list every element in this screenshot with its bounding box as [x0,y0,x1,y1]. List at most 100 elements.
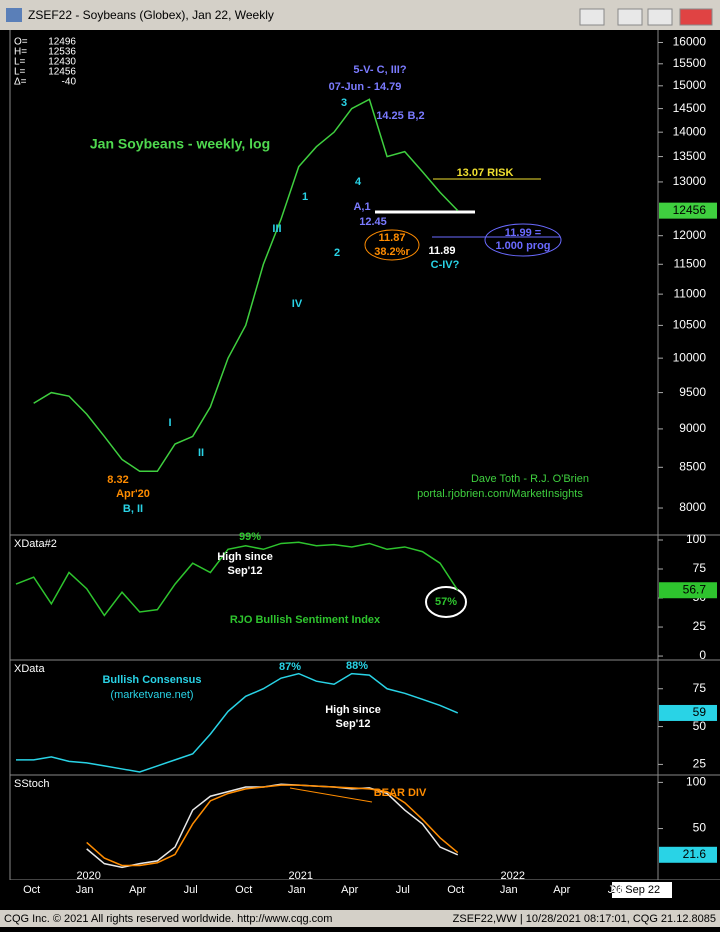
data-line [16,672,459,773]
quote-value: -40 [62,77,77,88]
y-tick-label: 25 [693,619,707,633]
y-tick-label: 0 [699,648,706,662]
x-tick-label: Jan [288,884,306,896]
last-value-label: 12456 [673,203,707,217]
y-tick-label: 9500 [679,385,706,399]
annotation: Apr'20 [116,488,150,500]
minimize-button[interactable] [617,8,643,26]
annotation: II [198,447,204,459]
annotation: portal.rjobrien.com/MarketInsights [417,488,583,500]
x-tick-label: Jan [76,884,94,896]
annotation: 11.89 [429,245,456,257]
annotation: 87% [279,661,301,673]
quote-value: 12496 [48,37,76,48]
y-tick-label: 15500 [673,56,707,70]
annotation: 07-Jun - 14.79 [329,81,402,93]
annotation: 8.32 [107,474,128,486]
app-icon [6,8,22,22]
panel-title: XData#2 [14,538,57,550]
y-tick-label: 16000 [673,35,707,49]
x-tick-label: Apr [129,884,146,896]
last-value-box [659,846,717,863]
annotation: 3 [341,97,347,109]
annotation: 2 [334,247,340,259]
annotation: (marketvane.net) [110,689,193,701]
y-tick-label: 12000 [673,228,707,242]
annotation: High since [217,551,273,563]
annotation: Sep'12 [227,565,262,577]
annotation: Dave Toth - R.J. O'Brien [471,473,589,485]
annotation: IV [292,298,303,310]
quote-label: O= [14,37,28,48]
annotation: 13.07 RISK [457,167,514,179]
x-year-label: 2020 [76,870,100,882]
annotation: 4 [355,176,362,188]
y-tick-label: 50 [693,719,707,733]
annotation: 38.2%r [374,246,410,258]
last-value-box [659,582,717,599]
close-button[interactable] [679,8,713,26]
last-value-box [659,704,717,721]
annotation: III [272,223,281,235]
annotation: Bullish Consensus [102,674,201,686]
status-right: ZSEF22,WW | 10/28/2021 08:17:01, CQG 21.… [453,913,716,925]
last-value-label: 56.7 [683,582,707,596]
annotation: C-IV? [431,259,460,271]
annotation: BEAR DIV [374,787,427,799]
last-value-box [659,202,717,219]
x-tick-label: Oct [235,884,252,896]
quote-value: 12430 [48,57,76,68]
y-tick-label: 25 [693,757,707,771]
annotation: 12.45 [359,216,387,228]
y-tick-label: 11000 [674,286,707,300]
last-value-label: 59 [693,705,707,719]
annotation: 1.000 prog [495,240,550,252]
annotation: B,2 [407,110,424,122]
y-tick-label: 11500 [674,256,707,270]
quote-label: H= [14,47,27,58]
status-bar [0,910,720,927]
x-tick-label: Jan [500,884,518,896]
y-tick-label: 50 [693,821,707,835]
maximize-button[interactable] [647,8,673,26]
x-tick-label: Apr [341,884,358,896]
status-left: CQG Inc. © 2021 All rights reserved worl… [4,913,332,925]
y-tick-label: 8000 [679,500,706,514]
y-tick-label: 15000 [673,78,707,92]
annotation: A,1 [353,201,370,213]
x-year-label: 2021 [288,870,312,882]
x-tick-label: Jul [608,884,622,896]
y-tick-label: 8500 [679,459,706,473]
x-year-label: 2022 [501,870,525,882]
data-line [86,784,459,867]
annotation: 1 [302,191,308,203]
quote-label: L= [14,67,26,78]
divergence-line [289,787,373,803]
y-tick-label: 13000 [673,174,707,188]
annotation: High since [325,704,381,716]
y-tick-label: 10000 [673,350,707,364]
panel-title: SStoch [14,778,49,790]
retrace-ellipse [364,229,420,261]
x-tick-label: Oct [23,884,40,896]
y-tick-label: 10500 [673,318,707,332]
annotation: 99% [239,531,261,543]
link-button[interactable] [579,8,605,26]
panel-title: XData [14,663,45,675]
quote-value: 12456 [48,67,76,78]
annotation: 11.87 [379,232,406,244]
x-axis-strip [0,880,720,910]
y-tick-label: 100 [686,775,706,789]
annotation: 11.99 = [505,227,541,239]
quote-label: Δ= [14,77,27,88]
annotation: RJO Bullish Sentiment Index [230,614,381,626]
annotation: B, II [123,503,143,515]
annotation: 14.25 [376,110,404,122]
y-tick-label: 9000 [679,421,706,435]
annotation: 5-V- C, III? [353,64,406,76]
annotation: I [168,417,171,429]
y-tick-label: 14000 [673,124,707,138]
end-label-box [612,882,672,898]
